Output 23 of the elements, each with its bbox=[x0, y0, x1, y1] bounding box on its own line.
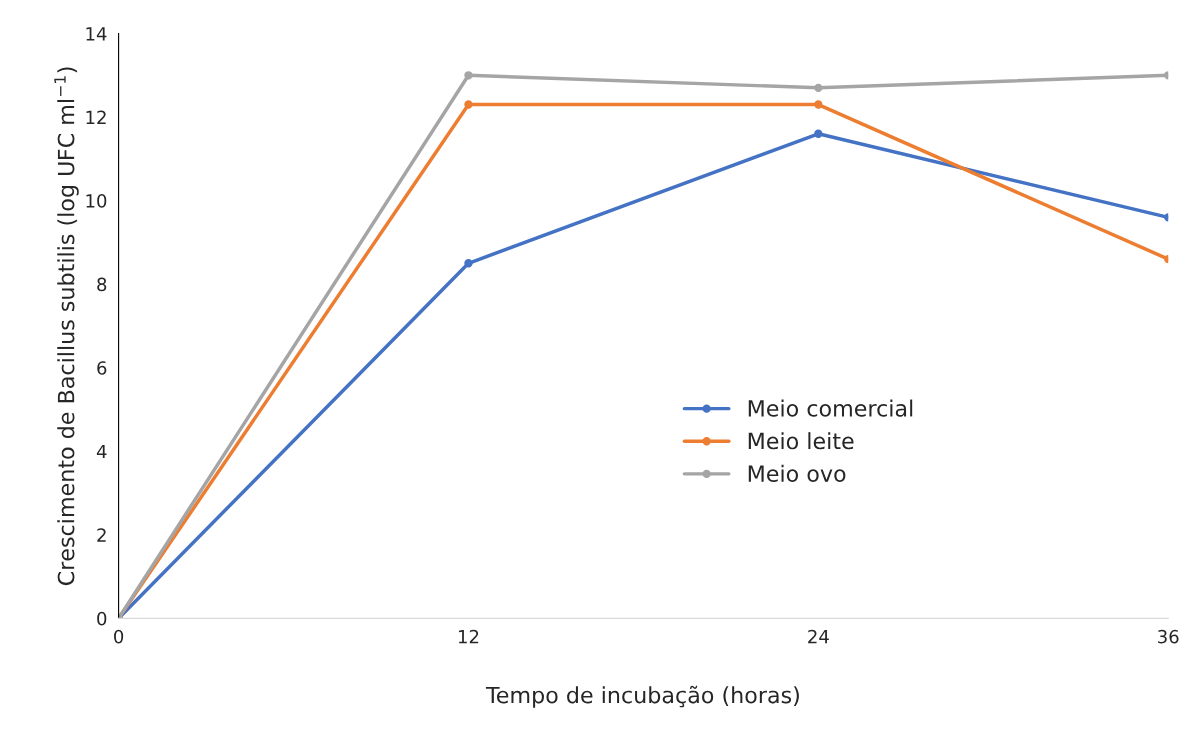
y-tick-label: 0 bbox=[97, 611, 107, 626]
point bbox=[814, 129, 823, 138]
legend-label: Meio ovo bbox=[748, 464, 846, 482]
point bbox=[814, 83, 823, 92]
legend-label: Meio leite bbox=[748, 432, 854, 450]
x-tick-label: 0 bbox=[114, 629, 124, 644]
point bbox=[464, 100, 473, 109]
y-tick-label: 8 bbox=[97, 277, 107, 292]
y-tick-label: 12 bbox=[86, 110, 106, 124]
y-axis-title: Crescimento de Bacillus subtilis (log UFC ml$^{−1}$) bbox=[54, 67, 79, 586]
y-tick-label: 14 bbox=[86, 27, 107, 41]
y-tick-label: 10 bbox=[86, 194, 107, 208]
x-tick-label: 24 bbox=[808, 629, 829, 644]
point bbox=[464, 259, 473, 268]
y-tick-label: 4 bbox=[96, 444, 107, 459]
y-tick-label: 2 bbox=[97, 528, 106, 542]
x-tick-label: 36 bbox=[1158, 629, 1179, 644]
x-tick-label: 12 bbox=[458, 629, 479, 644]
point bbox=[814, 100, 823, 109]
legend-label: Meio comercial bbox=[748, 399, 913, 417]
y-tick-label: 6 bbox=[97, 361, 107, 375]
point bbox=[464, 71, 473, 80]
x-axis-title: Tempo de incubação (horas) bbox=[485, 685, 799, 708]
